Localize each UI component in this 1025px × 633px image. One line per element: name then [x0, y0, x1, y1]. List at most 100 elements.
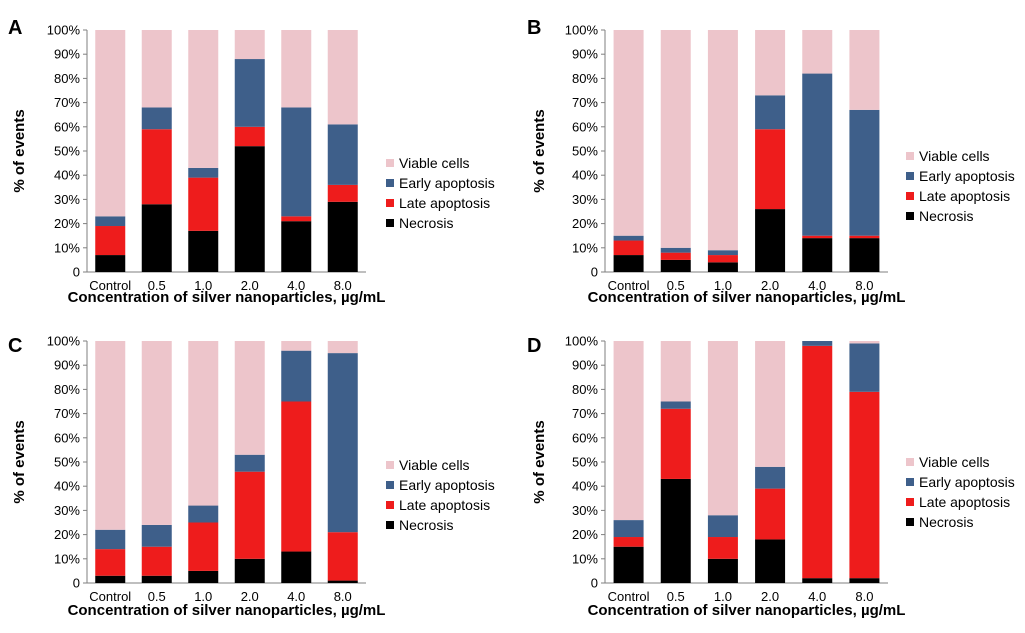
legend-label: Necrosis: [919, 208, 973, 224]
bar-segment-viable-cells: [755, 30, 786, 96]
bar-segment-early-apoptosis: [327, 124, 358, 185]
bar-segment-necrosis: [141, 575, 172, 583]
x-axis-label: Concentration of silver nanoparticles, µ…: [68, 289, 386, 306]
legend-label: Early apoptosis: [919, 474, 1015, 490]
bar-segment-early-apoptosis: [141, 524, 172, 547]
bar-segment-late-apoptosis: [849, 391, 880, 579]
bar-segment-viable-cells: [95, 30, 126, 217]
bar-segment-early-apoptosis: [755, 466, 786, 489]
y-tick-label: 50%: [54, 455, 80, 470]
y-tick-label: 30%: [54, 503, 80, 518]
bar-segment-viable-cells: [234, 341, 265, 455]
legend-swatch: [386, 219, 394, 227]
y-tick-label: 100%: [565, 334, 599, 349]
bar-segment-late-apoptosis: [660, 408, 691, 479]
y-tick-label: 10%: [54, 240, 80, 255]
bar-segment-necrosis: [141, 204, 172, 272]
x-tick-label: 8.0: [855, 589, 873, 604]
bar-segment-early-apoptosis: [188, 505, 219, 523]
bar-segment-viable-cells: [613, 341, 644, 521]
legend-swatch: [386, 481, 394, 489]
y-tick-label: 60%: [572, 430, 598, 445]
legend-label: Viable cells: [919, 454, 990, 470]
x-tick-label: 4.0: [808, 589, 826, 604]
bar-segment-early-apoptosis: [188, 167, 219, 178]
y-tick-label: 50%: [54, 144, 80, 159]
bar-segment-viable-cells: [188, 30, 219, 168]
legend-label: Necrosis: [919, 514, 973, 530]
bar-segment-necrosis: [802, 238, 833, 272]
x-tick-label: 2.0: [761, 278, 779, 293]
x-tick-label: Control: [89, 278, 131, 293]
bar-segment-late-apoptosis: [849, 235, 880, 239]
bar-segment-viable-cells: [802, 30, 833, 74]
y-tick-label: 60%: [54, 430, 80, 445]
bar-segment-viable-cells: [849, 341, 880, 344]
bar-segment-late-apoptosis: [188, 177, 219, 231]
legend-swatch: [386, 501, 394, 509]
bar-segment-necrosis: [188, 230, 219, 272]
y-tick-label: 90%: [572, 47, 598, 62]
legend: Viable cells Early apoptosis Late apoptosi…: [386, 155, 495, 231]
bar-segment-late-apoptosis: [802, 345, 833, 579]
bar-segment-viable-cells: [849, 30, 880, 110]
bar-segment-late-apoptosis: [327, 532, 358, 581]
panel-D: D 0 10% 20% 30% 40% 50% 60% 70% 80% 90% 100% Control…: [527, 334, 1015, 620]
legend-swatch: [906, 498, 914, 506]
bar-segment-early-apoptosis: [755, 95, 786, 130]
bar-segment-necrosis: [188, 570, 219, 583]
x-tick-label: 4.0: [808, 278, 826, 293]
bar-segment-late-apoptosis: [802, 235, 833, 239]
y-tick-label: 20%: [572, 527, 598, 542]
x-tick-label: 1.0: [194, 278, 212, 293]
bar-segment-late-apoptosis: [141, 129, 172, 205]
y-tick-label: 70%: [54, 95, 80, 110]
bar-segment-early-apoptosis: [707, 250, 738, 256]
bar-segment-necrosis: [281, 221, 312, 272]
panel-letter: D: [527, 335, 541, 357]
legend-label: Late apoptosis: [399, 497, 490, 513]
bar-segment-early-apoptosis: [660, 247, 691, 253]
bar-segment-late-apoptosis: [755, 488, 786, 540]
panel-C: C 0 10% 20% 30% 40% 50% 60% 70% 80% 90% 100% Control…: [8, 334, 495, 620]
x-tick-label: 2.0: [761, 589, 779, 604]
y-tick-label: 60%: [54, 119, 80, 134]
bar-segment-early-apoptosis: [327, 353, 358, 533]
bar-segment-early-apoptosis: [234, 59, 265, 127]
y-tick-label: 70%: [54, 406, 80, 421]
y-tick-label: 0: [73, 265, 80, 280]
bar-segment-necrosis: [802, 578, 833, 583]
y-tick-label: 30%: [54, 192, 80, 207]
panel-letter: C: [8, 335, 22, 357]
y-tick-label: 0: [73, 576, 80, 591]
bar-segment-late-apoptosis: [707, 537, 738, 559]
x-tick-label: 8.0: [855, 278, 873, 293]
legend-swatch: [386, 521, 394, 529]
x-tick-label: 1.0: [714, 278, 732, 293]
y-tick-label: 10%: [572, 551, 598, 566]
x-axis-label: Concentration of silver nanoparticles, µ…: [588, 602, 906, 619]
bar-segment-late-apoptosis: [613, 240, 644, 256]
bar-segment-necrosis: [327, 580, 358, 583]
legend: Viable cells Early apoptosis Late apoptosi…: [386, 457, 495, 533]
legend-swatch: [386, 159, 394, 167]
bar-segment-viable-cells: [234, 30, 265, 60]
x-tick-label: 0.5: [148, 278, 166, 293]
bar-segment-necrosis: [234, 558, 265, 583]
bar-segment-viable-cells: [613, 30, 644, 236]
x-tick-label: Control: [608, 589, 650, 604]
legend-swatch: [386, 199, 394, 207]
bar-segment-viable-cells: [327, 30, 358, 125]
y-tick-label: 80%: [54, 71, 80, 86]
y-tick-label: 90%: [54, 358, 80, 373]
bar-segment-necrosis: [755, 209, 786, 272]
x-tick-label: 4.0: [287, 589, 305, 604]
bar-segment-late-apoptosis: [281, 401, 312, 552]
panel-letter: B: [527, 17, 541, 39]
legend-label: Viable cells: [919, 148, 990, 164]
bar-segment-early-apoptosis: [281, 350, 312, 402]
bar-segment-viable-cells: [707, 341, 738, 516]
bar-segment-late-apoptosis: [613, 537, 644, 547]
x-tick-label: 0.5: [148, 589, 166, 604]
legend-swatch: [906, 478, 914, 486]
